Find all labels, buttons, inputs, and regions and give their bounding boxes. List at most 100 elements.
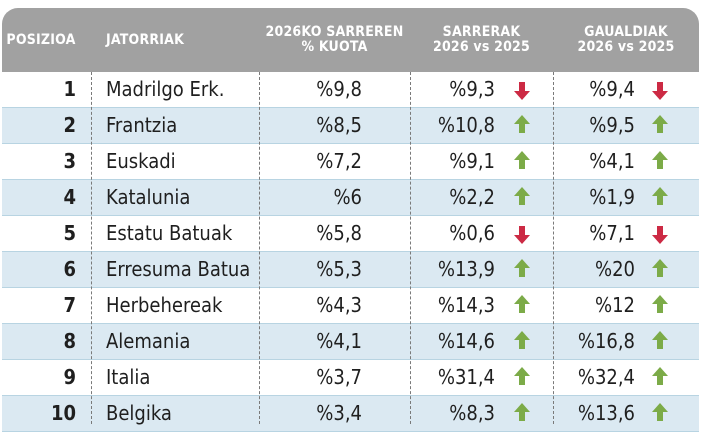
overnights-change: %4,1 bbox=[589, 149, 635, 173]
table-row: 9 Italia %3,7 %31,4 %32,4 bbox=[2, 360, 699, 396]
arrow-up-icon bbox=[513, 366, 531, 386]
origin-name: Herbehereak bbox=[106, 293, 223, 317]
arrow-up-icon bbox=[513, 402, 531, 422]
entries-change: %0,6 bbox=[449, 221, 495, 245]
overnights-change: %7,1 bbox=[589, 221, 635, 245]
entries-change: %9,3 bbox=[449, 77, 495, 101]
header-position: POSIZIOA bbox=[6, 8, 75, 72]
table-row: 1 Madrilgo Erk. %9,8 %9,3 %9,4 bbox=[2, 72, 699, 108]
table-row: 5 Estatu Batuak %5,8 %0,6 %7,1 bbox=[2, 216, 699, 252]
arrow-up-icon bbox=[513, 150, 531, 170]
header-overnights: GAUALDIAK 2026 vs 2025 bbox=[556, 8, 696, 72]
arrow-up-icon bbox=[513, 330, 531, 350]
arrow-up-icon bbox=[651, 330, 669, 350]
quota-value: %4,3 bbox=[316, 293, 362, 317]
position-number: 6 bbox=[63, 257, 76, 281]
entries-change: %14,6 bbox=[437, 329, 495, 353]
arrow-down-icon bbox=[651, 225, 669, 245]
header-origin-label: JATORRIAK bbox=[106, 31, 185, 48]
column-divider bbox=[553, 72, 554, 424]
quota-value: %9,8 bbox=[316, 77, 362, 101]
table-row: 7 Herbehereak %4,3 %14,3 %12 bbox=[2, 288, 699, 324]
origin-name: Belgika bbox=[106, 401, 172, 425]
arrow-down-icon bbox=[513, 225, 531, 245]
table-body: 1 Madrilgo Erk. %9,8 %9,3 %9,4 2 Frantzia %8,5%… bbox=[2, 72, 699, 432]
entries-change: %8,3 bbox=[449, 401, 495, 425]
position-number: 7 bbox=[63, 293, 76, 317]
table-row: 6 Erresuma Batua %5,3 %13,9 %20 bbox=[2, 252, 699, 288]
position-number: 1 bbox=[63, 77, 76, 101]
arrow-down-icon bbox=[651, 81, 669, 101]
quota-value: %6 bbox=[333, 185, 362, 209]
position-number: 4 bbox=[63, 185, 76, 209]
table-row: 4 Katalunia %6 %2,2 %1,9 bbox=[2, 180, 699, 216]
arrow-up-icon bbox=[513, 186, 531, 206]
position-number: 8 bbox=[63, 329, 76, 353]
origin-name: Katalunia bbox=[106, 185, 191, 209]
header-origin: JATORRIAK bbox=[106, 8, 226, 72]
quota-value: %5,3 bbox=[316, 257, 362, 281]
position-number: 3 bbox=[63, 149, 76, 173]
origin-name: Estatu Batuak bbox=[106, 221, 233, 245]
ranking-table: POSIZIOA JATORRIAK 2026KO SARREREN % KUO… bbox=[2, 8, 699, 432]
header-overnights-line2: 2026 vs 2025 bbox=[577, 39, 675, 55]
column-divider bbox=[91, 72, 92, 424]
table-header: POSIZIOA JATORRIAK 2026KO SARREREN % KUO… bbox=[2, 8, 699, 72]
position-number: 10 bbox=[50, 401, 76, 425]
overnights-change: %32,4 bbox=[577, 365, 635, 389]
quota-value: %5,8 bbox=[316, 221, 362, 245]
header-quota-line1: 2026KO SARREREN bbox=[265, 24, 404, 40]
entries-change: %31,4 bbox=[437, 365, 495, 389]
arrow-up-icon bbox=[651, 258, 669, 278]
overnights-change: %12 bbox=[595, 293, 635, 317]
origin-name: Erresuma Batua bbox=[106, 257, 251, 281]
quota-value: %3,7 bbox=[316, 365, 362, 389]
quota-value: %7,2 bbox=[316, 149, 362, 173]
header-quota-line2: % KUOTA bbox=[301, 39, 368, 55]
overnights-change: %13,6 bbox=[577, 401, 635, 425]
origin-name: Madrilgo Erk. bbox=[106, 77, 225, 101]
overnights-change: %20 bbox=[595, 257, 635, 281]
entries-change: %10,8 bbox=[437, 113, 495, 137]
arrow-up-icon bbox=[513, 294, 531, 314]
arrow-up-icon bbox=[651, 114, 669, 134]
origin-name: Euskadi bbox=[106, 149, 176, 173]
quota-value: %3,4 bbox=[316, 401, 362, 425]
arrow-up-icon bbox=[651, 366, 669, 386]
header-entries-line1: SARRERAK bbox=[442, 24, 521, 40]
arrow-up-icon bbox=[651, 150, 669, 170]
column-divider bbox=[410, 72, 411, 424]
column-divider bbox=[259, 72, 260, 424]
entries-change: %9,1 bbox=[449, 149, 495, 173]
arrow-up-icon bbox=[651, 402, 669, 422]
arrow-up-icon bbox=[513, 114, 531, 134]
table-row: 8 Alemania %4,1 %14,6 %16,8 bbox=[2, 324, 699, 360]
entries-change: %2,2 bbox=[449, 185, 495, 209]
arrow-up-icon bbox=[651, 186, 669, 206]
quota-value: %8,5 bbox=[316, 113, 362, 137]
position-number: 2 bbox=[63, 113, 76, 137]
overnights-change: %9,5 bbox=[589, 113, 635, 137]
arrow-up-icon bbox=[651, 294, 669, 314]
header-position-label: POSIZIOA bbox=[6, 31, 76, 48]
header-quota: 2026KO SARREREN % KUOTA bbox=[257, 8, 412, 72]
origin-name: Alemania bbox=[106, 329, 191, 353]
overnights-change: %9,4 bbox=[589, 77, 635, 101]
position-number: 9 bbox=[63, 365, 76, 389]
header-entries-line2: 2026 vs 2025 bbox=[433, 39, 530, 55]
entries-change: %13,9 bbox=[437, 257, 495, 281]
position-number: 5 bbox=[63, 221, 76, 245]
arrow-up-icon bbox=[513, 258, 531, 278]
origin-name: Frantzia bbox=[106, 113, 178, 137]
table-row: 2 Frantzia %8,5 %10,8 %9,5 bbox=[2, 108, 699, 144]
origin-name: Italia bbox=[106, 365, 151, 389]
arrow-down-icon bbox=[513, 81, 531, 101]
overnights-change: %16,8 bbox=[577, 329, 635, 353]
table-row: 3 Euskadi %7,2 %9,1 %4,1 bbox=[2, 144, 699, 180]
header-overnights-line1: GAUALDIAK bbox=[584, 24, 668, 40]
overnights-change: %1,9 bbox=[589, 185, 635, 209]
table-row: 10 Belgika %3,4 %8,3 %13,6 bbox=[2, 396, 699, 432]
quota-value: %4,1 bbox=[316, 329, 362, 353]
entries-change: %14,3 bbox=[437, 293, 495, 317]
header-entries: SARRERAK 2026 vs 2025 bbox=[414, 8, 549, 72]
